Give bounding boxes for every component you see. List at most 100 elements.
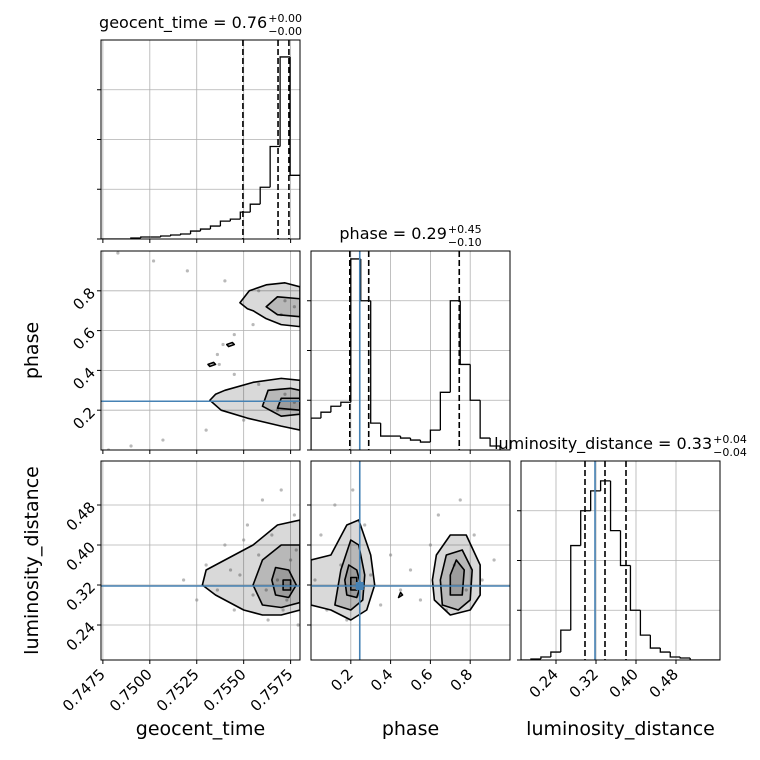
y-tick-label: 0.4: [69, 364, 99, 394]
histogram-bin: [689, 658, 701, 660]
panel-clip: [521, 461, 720, 660]
histogram-bin: [540, 656, 551, 660]
histogram-bin: [429, 429, 441, 443]
histogram-bin: [219, 220, 231, 227]
sample-point: [363, 523, 367, 527]
histogram-bin: [649, 635, 661, 649]
histogram-bin: [669, 652, 681, 658]
panel-title: geocent_time = 0.76: [99, 13, 267, 33]
histogram-bin: [550, 651, 561, 658]
sample-point: [333, 503, 337, 507]
x-tick-label: 0.7550: [200, 665, 250, 715]
x-axis-label: phase: [382, 718, 439, 740]
histogram-bin: [419, 440, 431, 443]
sample-point: [436, 513, 440, 517]
histogram-bin: [259, 186, 271, 205]
histogram-bin: [580, 510, 591, 546]
y-tick-label: 0.32: [63, 578, 99, 614]
sample-point: [204, 563, 208, 567]
histogram-bin: [590, 490, 601, 511]
sample-point: [182, 578, 186, 582]
histogram-bin: [370, 300, 381, 424]
sample-point: [257, 289, 261, 293]
title-lower: −0.04: [713, 446, 747, 459]
y-tick-label: 0.40: [63, 538, 99, 574]
histogram-bin: [269, 145, 281, 188]
panel: 0.2 0.4 0.6 0.8: [69, 250, 301, 454]
x-tick-label: 0.4: [367, 665, 397, 695]
contour: [397, 591, 404, 599]
sample-point: [281, 608, 285, 612]
x-axis-label: luminosity_distance: [526, 718, 715, 740]
sample-point: [215, 588, 219, 592]
sample-point: [228, 568, 233, 572]
x-tick-label: 0.7500: [106, 665, 156, 715]
sample-point: [279, 488, 283, 492]
sample-point: [480, 578, 484, 582]
panel-frame: [100, 460, 301, 661]
sample-point: [275, 408, 280, 412]
histogram-bin: [330, 405, 341, 413]
histogram-bin: [380, 423, 391, 437]
y-axis-label: phase: [21, 322, 43, 379]
histogram-bin: [311, 417, 321, 450]
panel-frame: [310, 250, 511, 451]
y-tick-label: 0.48: [63, 498, 99, 534]
contour: [282, 579, 292, 591]
contour: [201, 519, 300, 616]
contour: [207, 361, 217, 368]
sample-point: [289, 558, 293, 562]
sample-point: [379, 603, 383, 607]
sample-point: [313, 578, 317, 582]
histogram-bin: [199, 228, 211, 232]
sample-point: [129, 444, 133, 448]
y-tick-label: 0.2: [69, 403, 99, 433]
sample-point: [270, 533, 274, 537]
panel-frame: [310, 460, 511, 661]
sample-point: [238, 573, 242, 577]
sample-point: [458, 498, 462, 502]
x-tick-label: 0.48: [646, 665, 682, 701]
sample-point: [215, 352, 219, 357]
histogram-bin: [360, 258, 371, 302]
panel-frame: [520, 460, 721, 661]
panel-title: luminosity_distance = 0.33: [494, 434, 712, 454]
histogram-bin: [350, 258, 361, 403]
sample-point: [408, 568, 413, 572]
histogram-bin: [229, 218, 241, 222]
sample-point: [245, 523, 250, 527]
panel-clip: [311, 251, 510, 450]
x-tick-label: 0.32: [566, 665, 602, 701]
sample-point: [296, 623, 300, 627]
histogram-bin: [209, 225, 221, 230]
histogram-bin: [249, 203, 261, 213]
sample-point: [185, 269, 189, 273]
sample-point: [242, 418, 246, 422]
x-tick-label: 0.7575: [247, 665, 297, 715]
sample-point: [260, 498, 265, 502]
sample-point: [294, 548, 298, 552]
y-tick-label: 0.24: [63, 618, 99, 654]
histogram-bin: [340, 401, 351, 407]
panel: 0.24 0.32 0.40 0.48 luminosity_distance = 0.…: [494, 433, 747, 702]
x-tick-label: 0.7525: [153, 665, 203, 715]
panel-clip: [101, 251, 300, 450]
sample-point: [251, 593, 255, 597]
histogram-bin: [439, 391, 451, 431]
x-tick-label: 0.24: [526, 665, 562, 701]
histogram-bin: [570, 544, 581, 631]
histogram-bin: [489, 438, 501, 447]
histogram-bin: [399, 436, 411, 439]
histogram-bin: [560, 629, 571, 653]
histogram-bin: [320, 411, 331, 419]
sample-point: [264, 588, 268, 592]
sample-point: [151, 259, 156, 263]
panel: phase = 0.29 +0.45−0.10: [307, 223, 511, 454]
sample-point: [257, 553, 261, 557]
histogram-bin: [140, 236, 151, 239]
histogram-bin: [679, 657, 691, 659]
histogram-bin: [189, 230, 201, 235]
sample-point: [464, 588, 468, 592]
sample-point: [223, 543, 227, 547]
